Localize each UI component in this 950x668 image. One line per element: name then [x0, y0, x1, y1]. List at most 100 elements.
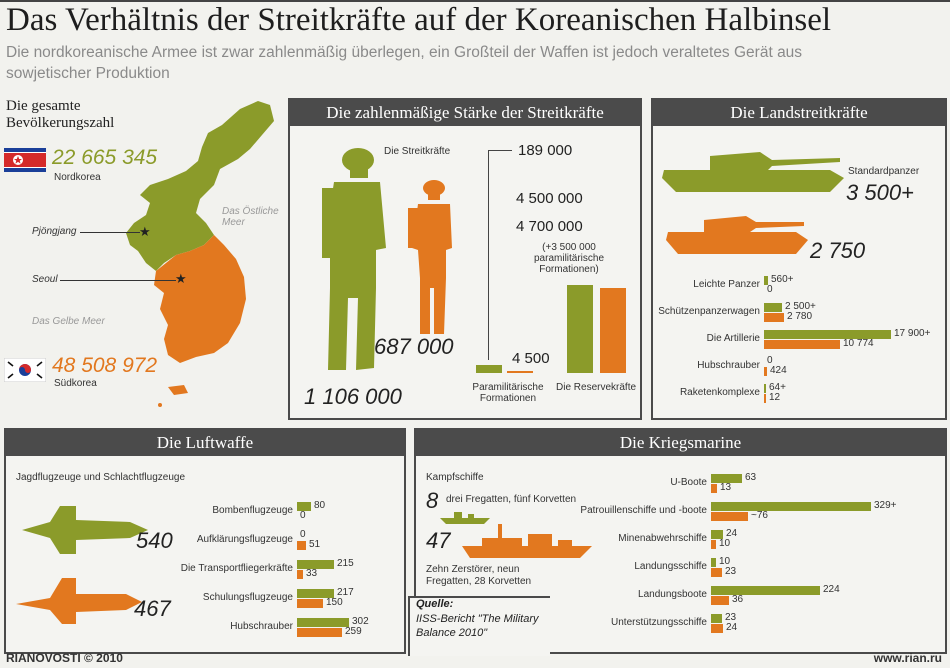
bar-north [711, 502, 871, 511]
pyongyang-label: Pjöngjang [32, 226, 77, 237]
reserve-south-bar [600, 288, 626, 373]
bar-value-label: 0 [300, 529, 306, 540]
north-population-label: Nordkorea [54, 172, 101, 183]
north-korea-shape [126, 101, 274, 271]
bar-category-label: Die Artillerie [706, 333, 760, 344]
combat-south-desc: Zehn Zerstörer, neun Fregatten, 28 Korve… [426, 564, 532, 587]
forces-label: Die Streitkräfte [384, 146, 451, 157]
south-population-value: 48 508 972 [52, 354, 158, 377]
bar-category-label: Landungsschiffe [634, 561, 707, 572]
bar-north [297, 618, 349, 627]
bar-category-label: Aufklärungsflugzeuge [196, 534, 293, 545]
combat-south-value: 47 [426, 528, 451, 553]
air-bar-chart: Bombenflugzeuge 80 0 Aufklärungsflugzeuge 0 5… [150, 496, 400, 646]
bar-south [764, 313, 784, 322]
source-label: Quelle: [416, 598, 454, 610]
fighter-north-icon [22, 506, 148, 554]
bar-value-label: 51 [309, 539, 321, 550]
page-title: Das Verhältnis der Streitkräfte auf der … [6, 2, 832, 38]
tank-north-value: 3 500+ [846, 180, 914, 205]
bar-value-label: 0 [767, 355, 773, 366]
bar-category-label: Leichte Panzer [693, 279, 760, 290]
bar-north [711, 558, 716, 567]
bar-south [711, 540, 716, 549]
bar-north [764, 330, 891, 339]
bar-value-label: 0 [300, 510, 306, 521]
para-south-value: 4 500 [512, 350, 550, 367]
bar-value-label: 80 [314, 500, 326, 511]
korea-map [126, 101, 274, 407]
navy-bar-chart: U-Boote 63 13 Patrouillenschiffe und -boote… [560, 470, 945, 650]
strength-panel-heading: Die zahlenmäßige Stärke der Streitkräfte [290, 100, 640, 126]
land-panel-heading: Die Landstreitkräfte [653, 100, 945, 126]
bar-value-label: 2 780 [787, 311, 813, 322]
bar-category-label: Hubschrauber [697, 360, 760, 371]
north-population-value: 22 665 345 [52, 146, 158, 169]
south-forces-value: 687 000 [374, 334, 454, 359]
bar-value-label: 10 [719, 556, 731, 567]
tank-south-icon [666, 216, 808, 254]
bar-value-label: 64+ [769, 382, 786, 393]
bar-north [711, 474, 742, 483]
bar-category-label: Minenabwehrschiffe [618, 533, 707, 544]
bar-south [711, 596, 729, 605]
combat-north-desc: drei Fregatten, fünf Korvetten [446, 494, 577, 505]
para-north-value: 189 000 [518, 142, 573, 159]
bar-value-label: 63 [745, 472, 757, 483]
bar-south [297, 628, 342, 637]
bar-north [297, 502, 311, 511]
bar-category-label: Die Transportfliegerkräfte [180, 563, 293, 574]
reserve-label: Die Reservekräfte [556, 382, 637, 393]
bar-value-label: 0 [767, 284, 773, 295]
bar-value-label: 424 [770, 365, 787, 376]
source-box [408, 596, 550, 656]
top-rule [0, 0, 950, 2]
bar-category-label: U-Boote [670, 477, 707, 488]
bar-north [764, 276, 768, 285]
bar-value-label: 150 [326, 597, 343, 608]
bar-value-label: 13 [720, 482, 732, 493]
tank-north-icon [662, 152, 844, 192]
soldier-figures [322, 148, 452, 370]
seoul-label: Seoul [32, 274, 58, 285]
footer-brand: RIANOVOSTI © 2010 [6, 651, 123, 665]
bar-value-label: 17 900+ [894, 328, 931, 339]
bar-category-label: Schulungsflugzeuge [202, 592, 293, 603]
bar-value-label: 329+ [874, 500, 897, 511]
bar-category-label: Bombenflugzeuge [212, 505, 293, 516]
footer-site-link[interactable]: www.rian.ru [873, 651, 942, 665]
pyongyang-leader [80, 232, 140, 233]
land-bar-chart: Leichte Panzer 560+ 0 Schützenpanzerwagen 2 … [651, 270, 947, 415]
para-north-bar [476, 365, 502, 373]
bar-south [297, 570, 303, 579]
bar-south [764, 367, 767, 376]
bar-north [711, 614, 722, 623]
bar-category-label: Raketenkomplexe [679, 387, 760, 398]
bar-value-label: 23 [725, 612, 737, 623]
bar-value-label: 224 [823, 584, 840, 595]
bar-north [764, 303, 782, 312]
bar-category-label: Patrouillenschiffe und -boote [580, 505, 707, 516]
pyongyang-star-icon: ★ [139, 224, 151, 239]
bar-value-label: ~76 [751, 510, 768, 521]
bar-value-label: 33 [306, 568, 318, 579]
fighters-label: Jagdflugzeuge und Schlachtflugzeuge [16, 472, 186, 483]
south-korea-shape [154, 235, 246, 363]
navy-panel-heading: Die Kriegsmarine [416, 430, 945, 456]
yellow-sea-label: Das Gelbe Meer [32, 316, 105, 327]
bar-south [764, 340, 840, 349]
bar-category-label: Schützenpanzerwagen [658, 306, 760, 317]
reserve-note: (+3 500 000 paramilitärische Formationen… [534, 242, 605, 275]
bar-value-label: 215 [337, 558, 354, 569]
bar-north [711, 530, 723, 539]
bar-north [711, 586, 820, 595]
para-bracket [488, 150, 489, 360]
bar-value-label: 217 [337, 587, 354, 598]
bar-value-label: 24 [726, 622, 738, 633]
ship-south-icon [462, 524, 592, 558]
bar-value-label: 302 [352, 616, 369, 627]
east-sea-label: Das Östliche Meer [222, 206, 279, 228]
bar-south [297, 541, 306, 550]
south-korea-flag [4, 358, 46, 382]
bar-south [764, 394, 766, 403]
